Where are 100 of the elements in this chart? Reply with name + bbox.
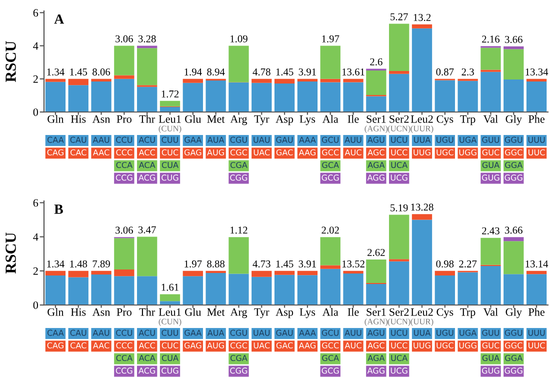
bar — [504, 237, 524, 242]
bar — [320, 82, 340, 112]
bar — [480, 48, 501, 70]
bar — [320, 265, 340, 269]
bar — [526, 274, 547, 305]
bar — [45, 276, 66, 305]
text: GAU — [276, 136, 293, 143]
annotation: 5.19 — [390, 204, 408, 212]
bar — [412, 28, 432, 112]
bar — [137, 276, 158, 305]
text: CAG — [47, 342, 64, 348]
text: CCU — [116, 136, 132, 143]
text: AGC — [368, 342, 384, 348]
text: GUU — [482, 330, 500, 336]
bar — [68, 78, 88, 86]
bar — [252, 78, 272, 83]
text: CAA — [47, 330, 64, 336]
annotation: 0.87 — [436, 68, 454, 76]
bar — [274, 78, 295, 84]
annotation: 3.66 — [505, 36, 522, 44]
x-tick-label: Gln — [48, 308, 64, 316]
bar — [91, 82, 112, 112]
bar — [114, 270, 134, 276]
text: CCA — [116, 162, 132, 168]
x-tick-label: Cys — [436, 308, 454, 318]
annotation: 1.34 — [47, 260, 64, 268]
text: CCG — [116, 368, 132, 374]
text: GUG — [482, 368, 500, 374]
bar — [320, 268, 340, 305]
text: CGG — [230, 174, 248, 181]
bar — [45, 270, 66, 276]
x-tick-label: Ser1 (AGN) — [364, 308, 388, 326]
text: UCC — [391, 149, 408, 156]
annotation: 4.78 — [252, 68, 270, 76]
text: GUU — [482, 136, 500, 143]
text: UCA — [391, 354, 408, 362]
x-tick-label: Trp — [460, 308, 476, 318]
annotation: 2.43 — [482, 227, 500, 234]
text: CAA — [47, 136, 64, 143]
x-tick-label: Tyr — [254, 115, 270, 126]
text: GCU — [322, 136, 339, 143]
annotation: 2.3 — [462, 68, 474, 76]
bar — [228, 237, 249, 274]
text: UGU — [436, 330, 454, 336]
text: AGA — [368, 162, 385, 168]
text: UCU — [391, 330, 408, 336]
x-tick-label: Asn — [92, 115, 110, 123]
x-tick-label: Met — [207, 308, 225, 316]
text: UUG — [414, 342, 430, 348]
text: CUC — [162, 342, 178, 348]
bar — [252, 82, 272, 112]
text: AUU — [344, 330, 362, 336]
text: AUU — [344, 136, 362, 143]
annotation: 13.34 — [526, 68, 548, 76]
text: UUG — [414, 149, 430, 156]
y-tick-label: 4 — [33, 42, 38, 50]
text: AAG — [298, 149, 316, 156]
text: GGU — [504, 136, 522, 143]
text: AUC — [344, 342, 362, 348]
text: CUA — [162, 162, 178, 168]
x-tick-label: Leu2 (UUR) — [410, 115, 434, 134]
x-tick-label: Phe — [528, 115, 544, 123]
text: UCG — [390, 174, 408, 181]
text: ACG — [138, 368, 156, 374]
bar — [45, 82, 66, 112]
text: UAU — [254, 330, 270, 336]
text: UCA — [391, 162, 408, 168]
bar — [366, 70, 386, 95]
bar — [228, 274, 249, 305]
annotation: 2.62 — [368, 249, 385, 256]
text: UCU — [391, 136, 408, 143]
x-tick-label: Pro — [116, 308, 132, 316]
text: AUC — [344, 149, 362, 156]
text: UAU — [254, 136, 270, 143]
text: GGU — [504, 330, 522, 336]
text: AAA — [299, 330, 316, 336]
bar — [526, 78, 547, 82]
text: AUA — [207, 330, 224, 336]
bar — [412, 220, 432, 305]
text: CCA — [116, 354, 132, 362]
bar — [68, 85, 88, 112]
text: CGG — [230, 368, 248, 374]
text: AUG — [207, 342, 224, 348]
x-tick-label: Thr — [139, 308, 156, 316]
text: ACU — [138, 330, 155, 336]
bar — [182, 270, 203, 276]
text: CAG — [47, 149, 64, 156]
bar — [68, 277, 88, 305]
annotation: 1.45 — [276, 260, 294, 268]
text: GGC — [505, 342, 522, 348]
annotation: 13.61 — [342, 68, 364, 76]
text: ACC — [138, 342, 155, 348]
text: CAU — [70, 136, 86, 143]
bar — [526, 270, 547, 274]
x-tick-label: Leu1 (CUN) — [158, 115, 182, 134]
text: GCU — [322, 330, 339, 336]
text: CCC — [116, 342, 132, 348]
x-tick-label: Gly — [506, 115, 522, 126]
text: CCC — [116, 149, 132, 156]
annotation: 8.94 — [207, 68, 225, 76]
